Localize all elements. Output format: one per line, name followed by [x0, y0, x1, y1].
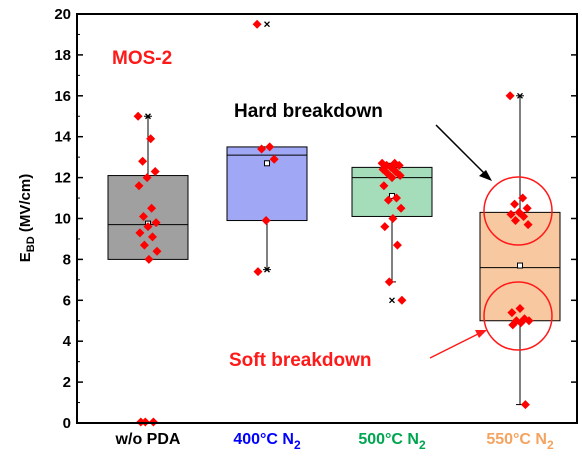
data-point: [133, 111, 143, 121]
y-tick-label: 16: [54, 88, 71, 105]
data-point: [507, 308, 517, 318]
data-point: [143, 222, 153, 232]
data-point: [265, 142, 275, 152]
data-point: [396, 203, 406, 213]
hard-breakdown-arrow: [435, 124, 489, 178]
data-point: [397, 295, 407, 305]
data-point: [522, 203, 532, 213]
data-point: [146, 134, 156, 144]
data-point: [380, 222, 390, 232]
data-point: [379, 181, 389, 191]
data-point: [387, 173, 397, 183]
data-point: [524, 316, 534, 326]
extreme-marker: [145, 113, 151, 120]
extreme-marker: [389, 297, 395, 304]
data-point: [516, 318, 526, 328]
x-category-label: 500°C N2: [358, 431, 426, 452]
data-point: [142, 173, 152, 183]
y-tick-label: 0: [63, 415, 71, 432]
y-axis-ticks: 0 2 4 6 8 10 12 14 16 18 20: [54, 6, 577, 432]
soft-breakdown-circle: [483, 281, 553, 351]
data-point: [518, 193, 528, 203]
box-series: [107, 21, 561, 406]
data-point: [511, 216, 520, 226]
data-point: [257, 144, 267, 154]
data-point: [152, 246, 162, 256]
hard-breakdown-label: Hard breakdown: [234, 101, 383, 122]
data-point: [384, 277, 394, 287]
extreme-marker: [517, 92, 523, 99]
data-point: [383, 195, 393, 205]
soft-breakdown-arrow: [429, 331, 483, 359]
data-point: [147, 203, 157, 213]
data-point: [515, 303, 525, 313]
extreme-marker: [264, 21, 270, 28]
box: [107, 175, 189, 260]
data-point: [505, 91, 515, 101]
data-point: [148, 417, 158, 427]
data-point: [140, 417, 150, 427]
data-point: [388, 214, 398, 223]
y-tick-label: 6: [63, 292, 71, 309]
data-point: [519, 211, 529, 221]
x-axis-category-labels: w/o PDA 400°C N2 500°C N2 550°C N2: [115, 431, 554, 452]
box-group: [479, 92, 561, 406]
box-group: [107, 113, 189, 260]
data-point: [395, 171, 405, 181]
data-point: [144, 254, 154, 264]
data-point: [510, 199, 520, 209]
data-point: [261, 216, 271, 226]
extreme-marker: [264, 266, 270, 273]
data-points: [133, 19, 534, 427]
data-point: [252, 19, 262, 29]
soft-breakdown-arrowhead: [475, 330, 487, 338]
y-axis-title: EBD (MV/cm): [17, 174, 37, 262]
plot-frame: [76, 13, 578, 424]
data-point: [253, 267, 263, 277]
data-point: [392, 240, 402, 250]
hard-breakdown-circle: [483, 176, 553, 246]
y-tick-label: 4: [63, 333, 72, 350]
data-point: [508, 320, 518, 330]
y-tick-label: 14: [54, 129, 71, 146]
data-point: [139, 240, 149, 250]
hard-breakdown-arrowhead: [479, 170, 492, 181]
y-tick-label: 8: [63, 251, 71, 268]
data-point: [139, 211, 148, 221]
soft-breakdown-label: Soft breakdown: [229, 350, 372, 371]
y-tick-label: 12: [54, 170, 71, 187]
data-point: [138, 156, 148, 166]
y-tick-label: 2: [63, 374, 71, 391]
y-tick-label: 18: [54, 47, 71, 64]
box-group: [226, 21, 308, 273]
data-point: [506, 209, 516, 219]
data-point: [148, 232, 157, 242]
data-point: [135, 228, 145, 238]
x-category-label: 550°C N2: [486, 431, 554, 452]
mean-marker: [264, 160, 270, 167]
box: [226, 146, 308, 222]
mean-marker: [517, 262, 523, 269]
data-point: [269, 154, 279, 164]
data-point: [392, 193, 401, 203]
data-point: [150, 166, 160, 176]
data-point: [394, 160, 404, 170]
data-point: [520, 400, 530, 410]
x-category-label: w/o PDA: [115, 431, 181, 448]
data-point: [134, 181, 144, 191]
data-point: [523, 220, 533, 230]
sample-label: MOS-2: [112, 48, 172, 69]
y-tick-label: 10: [54, 211, 71, 228]
data-point: [151, 218, 161, 228]
x-category-label: 400°C N2: [233, 431, 301, 452]
y-tick-label: 20: [54, 6, 71, 23]
